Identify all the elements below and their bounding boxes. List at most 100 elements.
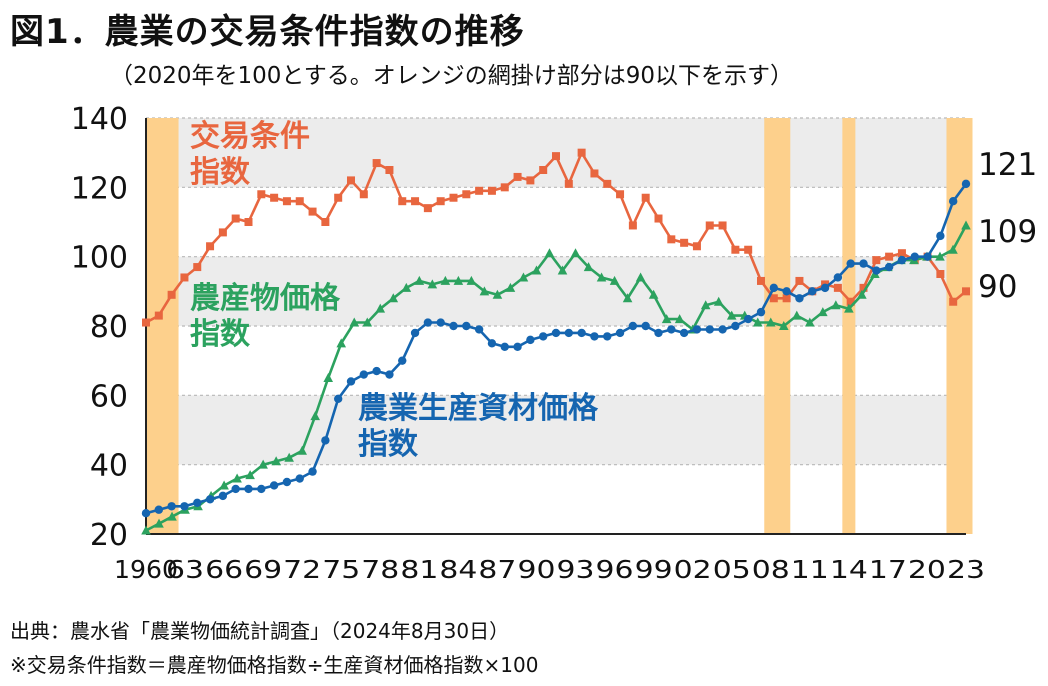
- y-tick-label-5: 120: [71, 171, 128, 206]
- terms-of-trade-point-63: [949, 297, 958, 306]
- produce-price-point-45: [726, 310, 737, 320]
- terms-of-trade-point-12: [295, 197, 304, 206]
- input-price-point-13: [308, 467, 317, 476]
- x-tick-label-12: 96: [596, 555, 634, 584]
- end-value-label-0: 121: [978, 147, 1037, 183]
- terms-of-trade-point-9: [257, 190, 266, 199]
- input-price-point-27: [487, 339, 497, 348]
- input-price-point-8: [244, 484, 253, 494]
- terms-of-trade-point-24: [449, 193, 458, 202]
- input-price-point-14: [321, 436, 330, 445]
- input-price-point-19: [385, 370, 394, 379]
- produce-price-point-49: [778, 321, 789, 330]
- input-price-point-52: [808, 287, 817, 296]
- terms-of-trade-point-10: [270, 193, 279, 202]
- produce-price-point-23: [440, 275, 451, 285]
- terms-of-trade-point-48: [757, 276, 765, 285]
- terms-of-trade-point-16: [347, 176, 355, 185]
- terms-of-trade-point-11: [282, 197, 291, 206]
- highlight-range-2: [842, 118, 856, 534]
- produce-price-point-32: [557, 265, 568, 275]
- terms-of-trade-point-49: [769, 294, 778, 303]
- produce-price-point-39: [648, 289, 659, 299]
- terms-of-trade-point-22: [423, 204, 432, 213]
- formula-note: ※交易条件指数＝農産物価格指数÷生産資材価格指数×100: [10, 653, 539, 677]
- x-tick-label-6: 78: [361, 555, 399, 584]
- terms-of-trade-point-26: [475, 186, 484, 195]
- produce-price-point-18: [375, 303, 386, 313]
- terms-of-trade-point-19: [385, 166, 394, 174]
- terms-of-trade-point-23: [436, 197, 445, 206]
- input-price-point-63: [948, 197, 958, 206]
- terms-of-trade-point-57: [872, 256, 881, 265]
- x-tick-label-18: 14: [830, 555, 868, 584]
- input-price-point-28: [500, 342, 509, 351]
- terms-of-trade-point-4: [193, 263, 202, 272]
- input-price-point-34: [577, 328, 586, 338]
- input-price-point-57: [872, 266, 881, 275]
- chart-title: 図1．農業の交易条件指数の推移: [10, 12, 525, 52]
- input-price-point-12: [295, 474, 304, 483]
- input-price-point-55: [846, 259, 855, 268]
- terms-of-trade-point-3: [180, 273, 189, 282]
- input-price-point-51: [795, 294, 804, 303]
- input-price-point-6: [218, 491, 228, 501]
- input-price-point-0: [141, 509, 151, 518]
- terms-of-trade-point-5: [206, 242, 215, 251]
- input-price-point-9: [257, 484, 266, 494]
- y-tick-label-1: 40: [90, 449, 128, 484]
- x-tick-label-11: 93: [557, 555, 595, 584]
- terms-of-trade-point-44: [705, 221, 714, 230]
- produce-price-point-29: [518, 272, 529, 282]
- gray-band-0: [146, 256, 966, 326]
- input-price-point-45: [718, 325, 727, 334]
- terms-of-trade-point-38: [628, 221, 637, 230]
- terms-of-trade-point-36: [603, 179, 612, 188]
- input-price-point-16: [346, 377, 356, 386]
- terms-of-trade-point-21: [411, 197, 420, 206]
- terms-of-trade-point-32: [552, 152, 560, 161]
- terms-of-trade-point-40: [654, 214, 663, 223]
- terms-of-trade-point-8: [244, 218, 253, 226]
- produce-price-point-36: [609, 275, 620, 285]
- x-tick-label-7: 81: [400, 555, 438, 584]
- x-tick-label-16: 08: [752, 555, 790, 584]
- produce-price-point-13: [310, 411, 321, 421]
- input-price-point-43: [692, 325, 702, 334]
- input-price-point-54: [833, 273, 843, 282]
- produce-price-point-47: [752, 317, 763, 327]
- produce-price-point-37: [622, 293, 633, 303]
- terms-of-trade-point-18: [372, 159, 381, 168]
- produce-price-point-16: [349, 317, 360, 327]
- input-price-point-5: [205, 495, 215, 504]
- produce-price-point-11: [284, 452, 294, 462]
- terms-of-trade-point-6: [218, 228, 227, 237]
- terms-of-trade-label: 交易条件指数: [190, 119, 310, 190]
- terms-of-trade-point-7: [231, 214, 240, 223]
- input-price-point-18: [372, 366, 381, 376]
- x-tick-label-20: 20: [908, 555, 946, 584]
- terms-of-trade-point-39: [641, 193, 650, 202]
- produce-price-point-25: [466, 275, 477, 285]
- terms-of-trade-point-43: [692, 242, 701, 251]
- input-price-point-23: [436, 318, 445, 327]
- produce-price-point-9: [258, 459, 268, 469]
- input-price-point-11: [282, 477, 292, 487]
- x-tick-label-14: 02: [674, 555, 712, 584]
- produce-price-point-62: [948, 244, 958, 254]
- produce-price-point-22: [427, 279, 438, 289]
- produce-price-point-63: [961, 220, 971, 230]
- input-price-point-56: [859, 259, 868, 268]
- produce-price-point-26: [479, 286, 490, 296]
- terms-of-trade-point-33: [564, 179, 573, 188]
- input-price-point-42: [679, 328, 689, 338]
- input-price-point-3: [180, 502, 189, 511]
- input-price-point-53: [820, 283, 830, 293]
- terms-of-trade-point-14: [321, 218, 330, 226]
- input-price-point-10: [269, 481, 279, 490]
- input-price-point-33: [564, 328, 574, 338]
- highlight-range-3: [946, 118, 973, 534]
- produce-price-point-2: [167, 511, 177, 521]
- terms-of-trade-point-35: [590, 169, 599, 178]
- x-tick-label-17: 11: [791, 555, 829, 584]
